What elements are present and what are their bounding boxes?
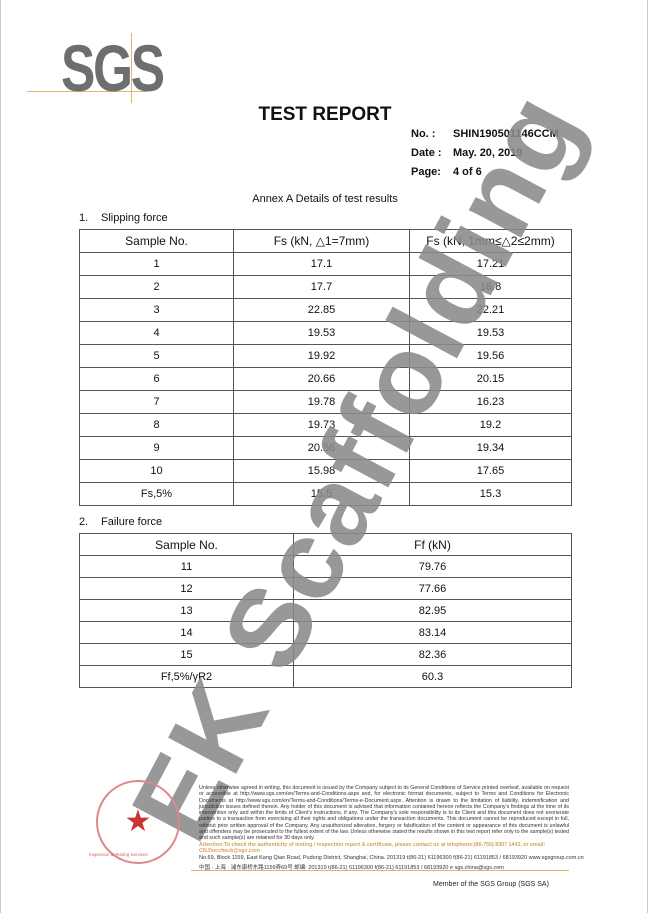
table-row: Ff,5%/γR2 60.3 (79, 665, 572, 688)
table-cell: 19.34 (409, 436, 572, 460)
table-row: 14 83.14 (79, 621, 572, 644)
lab-name: Inspection & Testing Services (89, 852, 148, 857)
table-header-row: Sample No. Fs (kN, △1=7mm) Fs (kN, 1mm≤△2≤… (79, 229, 572, 253)
section-heading-failure: 2. Failure force (79, 516, 162, 528)
authenticity-notice: Attention:To check the authenticity of t… (199, 842, 546, 854)
title-text: TEST REPORT (258, 104, 392, 125)
report-number: No. : SHIN190501146CCM (411, 128, 559, 140)
table-row: 10 15.98 17.65 (79, 459, 572, 483)
disclaimer-text: Unless otherwise agreed in writing, this… (199, 785, 569, 842)
failure-force-table: Sample No. Ff (kN) 11 79.76 12 77.66 13 82.95 14… (79, 533, 572, 688)
table-cell: 19.56 (409, 344, 572, 368)
table-cell: 15.3 (409, 482, 572, 506)
section-title: Slipping force (101, 212, 168, 224)
logo-rule (27, 91, 147, 92)
report-date: Date : May. 20, 2019 (411, 147, 523, 159)
table-cell: 8 (79, 413, 234, 437)
table-cell: 6 (79, 367, 234, 391)
report-title: TEST REPORT (1, 104, 647, 126)
table-cell: Sample No. (79, 229, 234, 253)
value: SHIN190501146CCM (453, 128, 559, 140)
table-row: 15 82.36 (79, 643, 572, 666)
table-cell: Fs,5% (79, 482, 234, 506)
value: 4 of 6 (453, 166, 482, 178)
table-cell: 19.2 (409, 413, 572, 437)
annex-title: Annex A Details of test results (252, 193, 398, 205)
value: May. 20, 2019 (453, 147, 523, 159)
table-cell: Fs (kN, 1mm≤△2≤2mm) (409, 229, 572, 253)
table-cell: Sample No. (79, 533, 294, 556)
section-heading-slipping: 1. Slipping force (79, 212, 168, 224)
label: No. : (411, 128, 436, 140)
table-cell: 15.5 (233, 482, 410, 506)
table-cell: 15.98 (233, 459, 410, 483)
table-row: 1 17.1 17.21 (79, 252, 572, 276)
sgs-logo: SGS (61, 31, 165, 105)
section-number: 1. (79, 212, 89, 224)
address-english: No.69, Block 1159, East Kang Qiao Road, … (199, 855, 584, 861)
table-cell: 5 (79, 344, 234, 368)
table-cell: 9 (79, 436, 234, 460)
table-row: 11 79.76 (79, 555, 572, 578)
table-cell: 20.66 (233, 367, 410, 391)
logo-rule-vertical (131, 33, 132, 103)
table-cell: 7 (79, 390, 234, 414)
table-row: 6 20.66 20.15 (79, 367, 572, 391)
table-row: 5 19.92 19.56 (79, 344, 572, 368)
footer-rule (191, 870, 569, 871)
label: Date : (411, 147, 442, 159)
table-cell: 4 (79, 321, 234, 345)
section-title: Failure force (101, 516, 163, 528)
table-cell: 82.36 (293, 643, 572, 666)
table-cell: Fs (kN, △1=7mm) (233, 229, 410, 253)
report-page-number: Page: 4 of 6 (411, 166, 482, 178)
table-cell: 22.85 (233, 298, 410, 322)
table-cell: 2 (79, 275, 234, 299)
table-cell: 17.65 (409, 459, 572, 483)
table-cell: 17.21 (409, 252, 572, 276)
address-chinese: 中国 · 上海 · 浦东康桥东路1159弄69号 邮编: 201319 t(86… (199, 865, 504, 871)
table-cell: 17.1 (233, 252, 410, 276)
label: Page: (411, 166, 441, 178)
table-row: 8 19.73 19.2 (79, 413, 572, 437)
table-row: 13 82.95 (79, 599, 572, 622)
slipping-force-table: Sample No. Fs (kN, △1=7mm) Fs (kN, 1mm≤△2≤… (79, 229, 572, 506)
inspection-seal: ★ (96, 780, 180, 864)
section-number: 2. (79, 516, 89, 528)
table-cell: 10 (79, 459, 234, 483)
table-row: Fs,5% 15.5 15.3 (79, 482, 572, 506)
table-cell: 60.3 (293, 665, 572, 688)
table-cell: Ff,5%/γR2 (79, 665, 294, 688)
member-note: Member of the SGS Group (SGS SA) (433, 881, 549, 888)
table-cell: 3 (79, 298, 234, 322)
table-cell: 1 (79, 252, 234, 276)
